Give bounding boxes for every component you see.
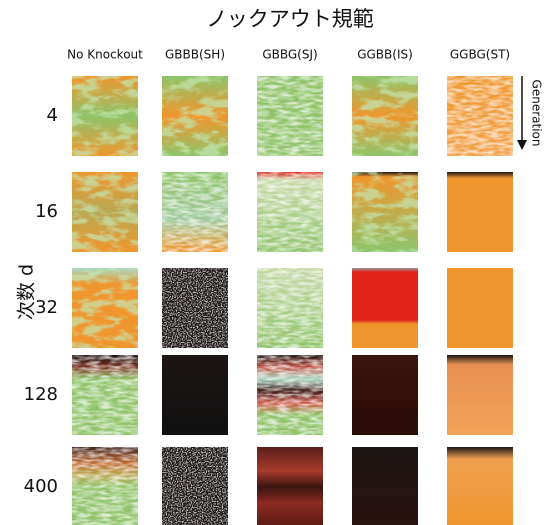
panel-image <box>352 355 418 435</box>
panel-image <box>352 268 418 348</box>
panel-image <box>352 447 418 525</box>
panel-image <box>162 355 228 435</box>
panel-image <box>447 268 513 348</box>
panel-texture <box>257 355 323 435</box>
panel-texture <box>257 268 323 348</box>
figure: ノックアウト規範 次数 d Generation No KnockoutGBBB… <box>0 0 546 525</box>
row-label: 400 <box>24 476 58 497</box>
panel-texture <box>162 76 228 156</box>
panel-texture <box>162 172 228 252</box>
panel-texture <box>257 76 323 156</box>
panel-image <box>257 447 323 525</box>
panel-texture <box>447 76 513 156</box>
row-label: 16 <box>35 201 58 222</box>
panel-texture <box>72 76 138 156</box>
column-header: GGBB(IS) <box>357 48 413 62</box>
row-label: 4 <box>47 105 58 126</box>
panel-image <box>447 172 513 252</box>
panel-texture <box>72 447 138 525</box>
panel-grid <box>72 76 513 525</box>
row-label: 128 <box>24 384 58 405</box>
panel-texture <box>72 172 138 252</box>
panel-image <box>447 355 513 435</box>
panel-texture <box>257 172 323 252</box>
column-header: GBBG(SJ) <box>262 48 317 62</box>
panel-image <box>447 447 513 525</box>
generation-arrowhead <box>517 140 527 150</box>
panel-texture <box>352 172 418 252</box>
column-header: GGBG(ST) <box>450 48 510 62</box>
column-header: No Knockout <box>67 48 143 62</box>
figure-title: ノックアウト規範 <box>206 7 374 31</box>
panel-texture <box>72 268 138 348</box>
arrow-label: Generation <box>530 80 544 147</box>
panel-texture <box>162 447 228 525</box>
row-label: 32 <box>35 297 58 318</box>
panel-texture <box>352 76 418 156</box>
panel-texture <box>72 355 138 435</box>
panel-texture <box>162 268 228 348</box>
column-header: GBBB(SH) <box>165 48 225 62</box>
